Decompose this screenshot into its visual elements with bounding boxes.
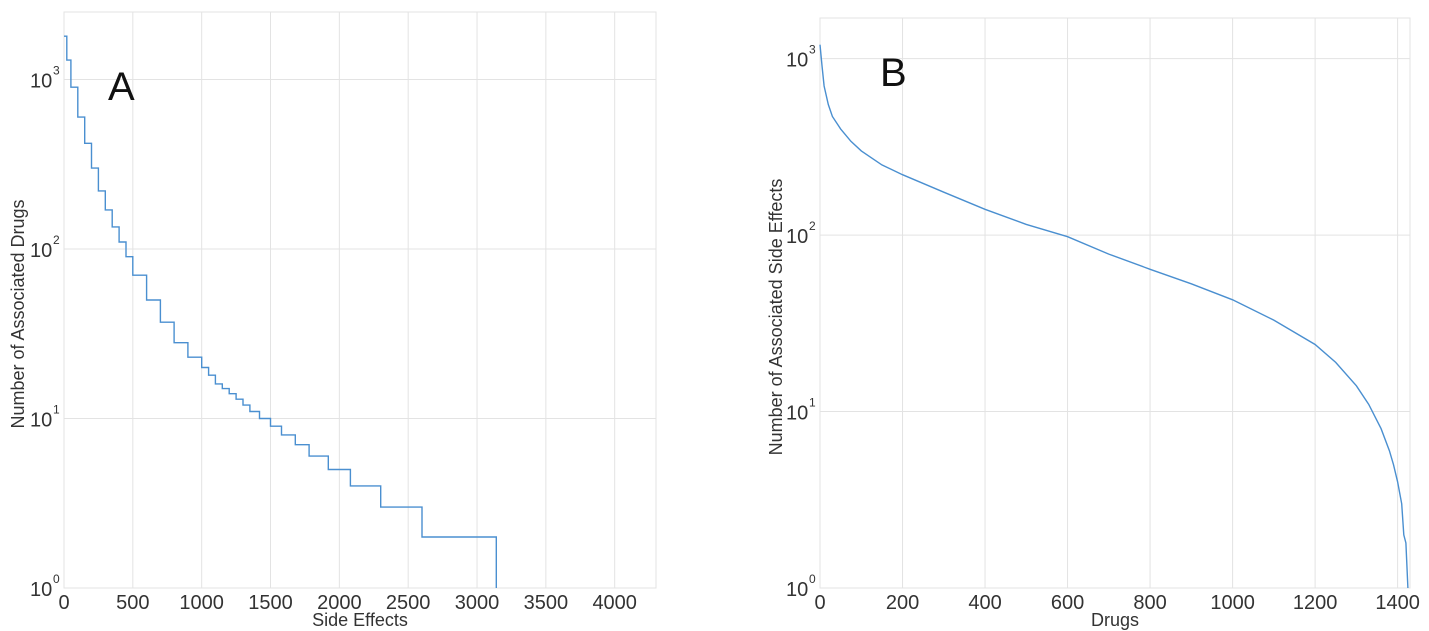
y-tick-label: 10 xyxy=(786,403,808,425)
y-tick-label: 10 xyxy=(30,409,52,431)
x-tick-label: 2000 xyxy=(317,592,362,614)
x-tick-label: 0 xyxy=(58,592,69,614)
y-tick-label: 10 xyxy=(786,579,808,601)
y-tick-exponent: 1 xyxy=(809,396,816,410)
y-axis-label: Number of Associated Side Effects xyxy=(766,179,786,456)
y-tick-label: 10 xyxy=(786,226,808,248)
plot-frame xyxy=(819,17,1411,589)
y-tick-label: 10 xyxy=(786,50,808,72)
x-tick-label: 1400 xyxy=(1375,592,1420,614)
x-tick-label: 1200 xyxy=(1293,592,1338,614)
x-tick-label: 1000 xyxy=(1210,592,1255,614)
x-axis-label: Drugs xyxy=(1091,610,1139,630)
x-tick-label: 500 xyxy=(116,592,149,614)
y-tick-label: 10 xyxy=(30,240,52,262)
y-tick-exponent: 1 xyxy=(53,402,60,416)
y-tick-exponent: 3 xyxy=(809,43,816,57)
y-tick-label: 10 xyxy=(30,579,52,601)
x-tick-label: 4000 xyxy=(592,592,637,614)
x-tick-label: 1500 xyxy=(248,592,293,614)
y-tick-exponent: 2 xyxy=(809,219,816,233)
x-axis-label: Side Effects xyxy=(312,610,408,630)
y-axis-label: Number of Associated Drugs xyxy=(8,199,28,428)
x-tick-label: 3500 xyxy=(524,592,569,614)
x-tick-label: 2500 xyxy=(386,592,431,614)
x-tick-label: 3000 xyxy=(455,592,500,614)
x-tick-label: 1000 xyxy=(179,592,224,614)
x-tick-label: 600 xyxy=(1051,592,1084,614)
y-tick-exponent: 0 xyxy=(53,572,60,586)
y-tick-exponent: 2 xyxy=(53,233,60,247)
x-tick-label: 400 xyxy=(968,592,1001,614)
panel-label: B xyxy=(880,51,907,95)
x-tick-label: 200 xyxy=(886,592,919,614)
panel-label: A xyxy=(108,65,135,109)
data-series-line xyxy=(64,35,497,588)
y-tick-exponent: 3 xyxy=(53,63,60,77)
y-tick-label: 10 xyxy=(30,70,52,92)
x-tick-label: 800 xyxy=(1133,592,1166,614)
y-tick-exponent: 0 xyxy=(809,572,816,586)
x-tick-label: 0 xyxy=(814,592,825,614)
data-series-line xyxy=(819,44,1409,589)
plot-frame xyxy=(63,11,657,589)
